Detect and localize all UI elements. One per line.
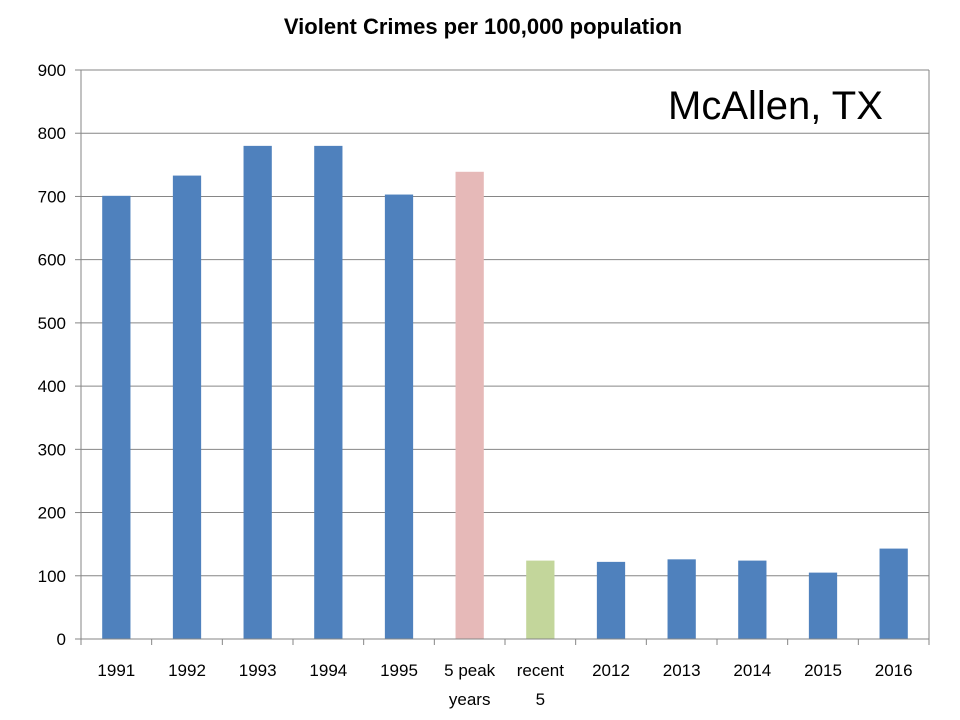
y-tick-label: 300 [38, 440, 66, 459]
x-tick-labels: 1991 1992 1993 1994 1995 5 peak years recent 5 20… [97, 661, 912, 709]
x-tick-label: 2015 [804, 661, 842, 680]
bar-2013 [667, 559, 696, 639]
x-tick-label-line: recent [517, 661, 565, 680]
y-tick-label: 0 [57, 630, 66, 649]
x-tick-label-line: 2012 [592, 661, 630, 680]
y-tick-label: 900 [38, 61, 66, 80]
bar-5-peak-years [455, 171, 484, 639]
y-tick-label: 100 [38, 567, 66, 586]
x-tick-label-line: 2014 [733, 661, 771, 680]
x-tick-label: 1994 [309, 661, 347, 680]
bar-2015 [808, 572, 838, 639]
bar-2012 [596, 561, 626, 639]
x-tick-label-line: 1994 [309, 661, 347, 680]
bar-recent-5 [526, 560, 555, 639]
axes [75, 69, 930, 645]
x-tick-label-line: 2013 [663, 661, 701, 680]
x-tick-label-line: 1995 [380, 661, 418, 680]
y-tick-label: 400 [38, 377, 66, 396]
x-tick-label-line: 1991 [97, 661, 135, 680]
x-tick-label: 1992 [168, 661, 206, 680]
gridlines [81, 69, 929, 577]
x-tick-label: 2014 [733, 661, 771, 680]
x-tick-label: 2016 [875, 661, 913, 680]
bar-1992 [172, 175, 202, 639]
x-tick-label: 1995 [380, 661, 418, 680]
x-tick-label: 2012 [592, 661, 630, 680]
bar-2014 [738, 560, 767, 639]
bar-1995 [384, 194, 414, 639]
bar-1994 [314, 145, 343, 639]
bars [102, 145, 908, 639]
x-tick-label-line: 2016 [875, 661, 913, 680]
x-tick-label-line: 5 peak [444, 661, 496, 680]
chart-title: Violent Crimes per 100,000 population [283, 14, 683, 39]
bar-1993 [243, 145, 272, 639]
chart-annotation: McAllen, TX [668, 84, 883, 128]
x-tick-label-line: years [449, 690, 491, 709]
y-tick-label: 800 [38, 124, 66, 143]
x-tick-label-line: 5 [536, 690, 545, 709]
x-tick-label: 5 peak years [444, 661, 496, 709]
y-tick-label: 700 [38, 187, 66, 206]
y-tick-label: 600 [38, 251, 66, 270]
y-tick-label: 200 [38, 504, 66, 523]
bar-2016 [879, 548, 908, 639]
bar-1991 [102, 195, 131, 639]
x-tick-label-line: 1993 [239, 661, 277, 680]
y-tick-label: 500 [38, 314, 66, 333]
x-tick-label: 1991 [97, 661, 135, 680]
x-tick-label: recent 5 [517, 661, 565, 709]
x-tick-label: 2013 [663, 661, 701, 680]
x-tick-label-line: 2015 [804, 661, 842, 680]
y-tick-labels: 0 100 200 300 400 500 600 700 800 900 [38, 61, 66, 649]
x-tick-label-line: 1992 [168, 661, 206, 680]
x-tick-label: 1993 [239, 661, 277, 680]
